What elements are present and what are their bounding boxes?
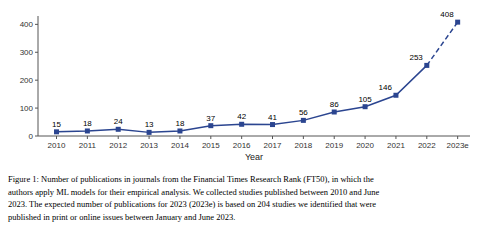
data-label: 105 xyxy=(358,95,372,104)
data-label: 86 xyxy=(330,100,339,109)
x-tick xyxy=(56,136,57,139)
marker xyxy=(54,129,59,134)
y-tick xyxy=(35,52,38,53)
y-tick xyxy=(35,136,38,137)
x-tick-label: 2018 xyxy=(294,141,312,150)
y-tick-label: 200 xyxy=(20,76,34,85)
data-label: 18 xyxy=(175,119,184,128)
data-label: 24 xyxy=(114,117,123,126)
x-axis-line xyxy=(38,136,470,137)
data-label: 408 xyxy=(440,10,454,19)
marker xyxy=(147,130,152,135)
x-tick xyxy=(303,136,304,139)
data-label: 37 xyxy=(206,114,215,123)
marker xyxy=(455,20,460,25)
x-tick-label: 2015 xyxy=(202,141,220,150)
y-tick-label: 300 xyxy=(20,48,34,57)
x-tick xyxy=(149,136,150,139)
x-tick-label: 2019 xyxy=(325,141,343,150)
marker xyxy=(85,128,90,133)
y-tick-label: 400 xyxy=(20,20,34,29)
marker xyxy=(208,123,213,128)
x-tick-label: 2012 xyxy=(109,141,127,150)
x-tick xyxy=(395,136,396,139)
data-label: 42 xyxy=(237,112,246,121)
marker xyxy=(301,118,306,123)
data-label: 15 xyxy=(52,120,61,129)
x-tick-label: 2010 xyxy=(48,141,66,150)
x-tick xyxy=(426,136,427,139)
x-tick-label: 2013 xyxy=(140,141,158,150)
caption: authors apply ML models for their empiri… xyxy=(8,187,380,197)
marker xyxy=(177,128,182,133)
marker xyxy=(424,63,429,68)
y-tick xyxy=(35,80,38,81)
data-label: 18 xyxy=(83,119,92,128)
x-tick-label: 2016 xyxy=(233,141,251,150)
data-label: 253 xyxy=(409,53,423,62)
marker xyxy=(239,122,244,127)
x-tick xyxy=(87,136,88,139)
x-tick xyxy=(118,136,119,139)
x-tick xyxy=(457,136,458,139)
y-tick-label: 100 xyxy=(20,104,34,113)
caption: 2023. The expected number of publication… xyxy=(8,199,376,209)
data-label: 13 xyxy=(145,120,154,129)
data-label: 146 xyxy=(379,83,393,92)
marker xyxy=(116,127,121,132)
x-tick xyxy=(210,136,211,139)
x-tick xyxy=(272,136,273,139)
x-tick xyxy=(365,136,366,139)
y-tick-label: 0 xyxy=(29,132,34,141)
x-tick-label: 2021 xyxy=(387,141,405,150)
caption: published in print or online issues betw… xyxy=(8,212,235,222)
x-tick-label: 2023e xyxy=(447,141,470,150)
plot-area xyxy=(54,20,460,135)
marker xyxy=(332,110,337,115)
caption: Figure 1: Number of publications in jour… xyxy=(8,174,374,184)
y-tick xyxy=(35,24,38,25)
x-tick xyxy=(241,136,242,139)
marker xyxy=(363,104,368,109)
x-tick-label: 2017 xyxy=(264,141,282,150)
line xyxy=(57,65,427,132)
x-tick-label: 2011 xyxy=(79,141,97,150)
data-label: 41 xyxy=(268,113,277,122)
x-tick-label: 2022 xyxy=(418,141,436,150)
data-label: 56 xyxy=(299,108,308,117)
x-axis-label: Year xyxy=(245,152,263,162)
x-tick xyxy=(179,136,180,139)
chart: 0 100 200 300 400 2010 2011 2012 2013 2014 2015 201… xyxy=(0,0,480,234)
data-labels: 15 18 24 13 18 37 42 41 56 86 105 146 253 408 xyxy=(52,10,454,129)
y-axis-line xyxy=(38,16,39,136)
x-tick xyxy=(334,136,335,139)
y-tick xyxy=(35,108,38,109)
x-tick-label: 2020 xyxy=(356,141,374,150)
x-tick-label: 2014 xyxy=(171,141,189,150)
marker xyxy=(393,93,398,98)
line xyxy=(427,22,458,65)
marker xyxy=(270,122,275,127)
